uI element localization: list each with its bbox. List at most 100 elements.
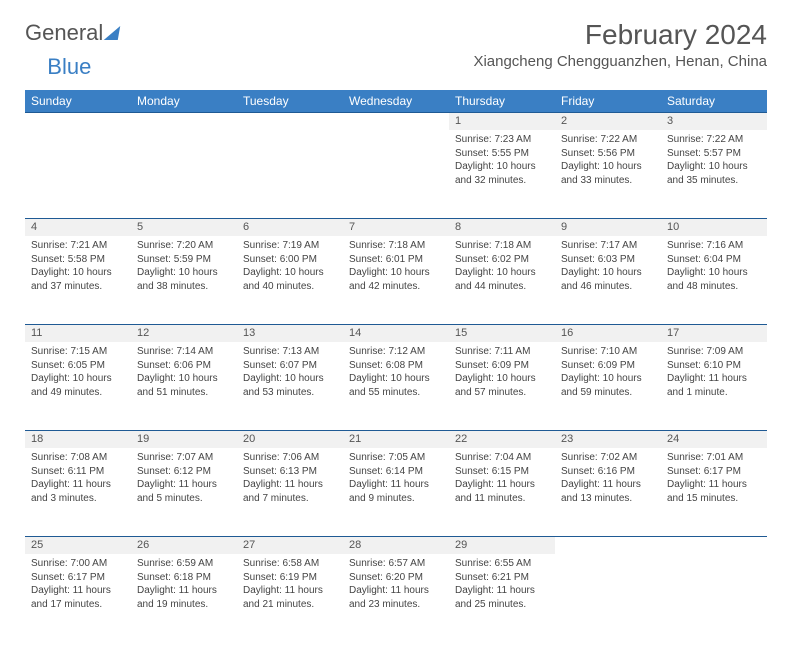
sunset-text: Sunset: 6:18 PM — [137, 571, 231, 585]
daylight-text: Daylight: 10 hours and 32 minutes. — [455, 160, 549, 187]
day-detail-cell: Sunrise: 7:11 AMSunset: 6:09 PMDaylight:… — [449, 342, 555, 430]
day-header: Wednesday — [343, 90, 449, 113]
sunset-text: Sunset: 6:07 PM — [243, 359, 337, 373]
day-number: 19 — [137, 433, 149, 445]
day-number: 14 — [349, 327, 361, 339]
day-number-cell: 10 — [661, 218, 767, 236]
day-detail-cell: Sunrise: 7:06 AMSunset: 6:13 PMDaylight:… — [237, 448, 343, 536]
sunrise-text: Sunrise: 7:14 AM — [137, 345, 231, 359]
day-detail-cell: Sunrise: 7:20 AMSunset: 5:59 PMDaylight:… — [131, 236, 237, 324]
day-number-cell: 25 — [25, 536, 131, 554]
day-number-cell — [237, 112, 343, 130]
week-number-row: 11121314151617 — [25, 324, 767, 342]
day-number: 23 — [561, 433, 573, 445]
day-detail-cell: Sunrise: 7:18 AMSunset: 6:02 PMDaylight:… — [449, 236, 555, 324]
sunset-text: Sunset: 5:59 PM — [137, 253, 231, 267]
sunset-text: Sunset: 6:00 PM — [243, 253, 337, 267]
sunrise-text: Sunrise: 7:16 AM — [667, 239, 761, 253]
daylight-text: Daylight: 10 hours and 53 minutes. — [243, 372, 337, 399]
sunrise-text: Sunrise: 7:22 AM — [561, 133, 655, 147]
day-detail-cell: Sunrise: 7:13 AMSunset: 6:07 PMDaylight:… — [237, 342, 343, 430]
sunset-text: Sunset: 6:19 PM — [243, 571, 337, 585]
daylight-text: Daylight: 11 hours and 25 minutes. — [455, 584, 549, 611]
daylight-text: Daylight: 11 hours and 15 minutes. — [667, 478, 761, 505]
week-detail-row: Sunrise: 7:00 AMSunset: 6:17 PMDaylight:… — [25, 554, 767, 642]
week-number-row: 123 — [25, 112, 767, 130]
title-block: February 2024 Xiangcheng Chengguanzhen, … — [473, 20, 767, 70]
sunset-text: Sunset: 5:56 PM — [561, 147, 655, 161]
day-header: Monday — [131, 90, 237, 113]
day-number-cell: 7 — [343, 218, 449, 236]
sunrise-text: Sunrise: 6:57 AM — [349, 557, 443, 571]
day-detail-cell — [237, 130, 343, 218]
day-number-cell: 1 — [449, 112, 555, 130]
day-number: 12 — [137, 327, 149, 339]
daylight-text: Daylight: 11 hours and 23 minutes. — [349, 584, 443, 611]
day-detail-cell: Sunrise: 7:07 AMSunset: 6:12 PMDaylight:… — [131, 448, 237, 536]
daylight-text: Daylight: 10 hours and 35 minutes. — [667, 160, 761, 187]
day-detail-cell: Sunrise: 7:21 AMSunset: 5:58 PMDaylight:… — [25, 236, 131, 324]
sunrise-text: Sunrise: 6:59 AM — [137, 557, 231, 571]
day-number-cell — [555, 536, 661, 554]
day-number: 18 — [31, 433, 43, 445]
day-detail-cell: Sunrise: 7:05 AMSunset: 6:14 PMDaylight:… — [343, 448, 449, 536]
day-number: 21 — [349, 433, 361, 445]
day-detail-cell: Sunrise: 7:22 AMSunset: 5:56 PMDaylight:… — [555, 130, 661, 218]
day-detail-cell: Sunrise: 7:09 AMSunset: 6:10 PMDaylight:… — [661, 342, 767, 430]
sunset-text: Sunset: 6:09 PM — [455, 359, 549, 373]
week-detail-row: Sunrise: 7:23 AMSunset: 5:55 PMDaylight:… — [25, 130, 767, 218]
day-number: 22 — [455, 433, 467, 445]
sunset-text: Sunset: 5:57 PM — [667, 147, 761, 161]
sunrise-text: Sunrise: 7:20 AM — [137, 239, 231, 253]
sunset-text: Sunset: 6:21 PM — [455, 571, 549, 585]
day-number: 25 — [31, 539, 43, 551]
sunrise-text: Sunrise: 7:02 AM — [561, 451, 655, 465]
daylight-text: Daylight: 11 hours and 19 minutes. — [137, 584, 231, 611]
day-detail-cell: Sunrise: 7:14 AMSunset: 6:06 PMDaylight:… — [131, 342, 237, 430]
day-number: 13 — [243, 327, 255, 339]
day-number-cell: 22 — [449, 430, 555, 448]
sunset-text: Sunset: 6:17 PM — [31, 571, 125, 585]
day-number-cell: 28 — [343, 536, 449, 554]
logo: General — [25, 20, 119, 46]
sunset-text: Sunset: 6:11 PM — [31, 465, 125, 479]
day-number: 16 — [561, 327, 573, 339]
sunrise-text: Sunrise: 7:21 AM — [31, 239, 125, 253]
day-detail-cell: Sunrise: 7:16 AMSunset: 6:04 PMDaylight:… — [661, 236, 767, 324]
day-number-cell: 20 — [237, 430, 343, 448]
day-number-cell — [343, 112, 449, 130]
week-number-row: 2526272829 — [25, 536, 767, 554]
sunrise-text: Sunrise: 7:17 AM — [561, 239, 655, 253]
daylight-text: Daylight: 11 hours and 1 minute. — [667, 372, 761, 399]
day-number-cell: 6 — [237, 218, 343, 236]
day-number: 26 — [137, 539, 149, 551]
daylight-text: Daylight: 11 hours and 11 minutes. — [455, 478, 549, 505]
daylight-text: Daylight: 10 hours and 48 minutes. — [667, 266, 761, 293]
day-number: 28 — [349, 539, 361, 551]
sunset-text: Sunset: 6:01 PM — [349, 253, 443, 267]
day-number: 15 — [455, 327, 467, 339]
daylight-text: Daylight: 11 hours and 13 minutes. — [561, 478, 655, 505]
week-detail-row: Sunrise: 7:08 AMSunset: 6:11 PMDaylight:… — [25, 448, 767, 536]
logo-text-2: Blue — [47, 54, 91, 79]
sunset-text: Sunset: 6:15 PM — [455, 465, 549, 479]
daylight-text: Daylight: 11 hours and 9 minutes. — [349, 478, 443, 505]
day-number: 20 — [243, 433, 255, 445]
location-text: Xiangcheng Chengguanzhen, Henan, China — [473, 53, 767, 70]
day-detail-cell: Sunrise: 6:55 AMSunset: 6:21 PMDaylight:… — [449, 554, 555, 642]
day-detail-cell: Sunrise: 7:00 AMSunset: 6:17 PMDaylight:… — [25, 554, 131, 642]
day-number-cell: 3 — [661, 112, 767, 130]
day-detail-cell: Sunrise: 6:58 AMSunset: 6:19 PMDaylight:… — [237, 554, 343, 642]
daylight-text: Daylight: 10 hours and 59 minutes. — [561, 372, 655, 399]
sunset-text: Sunset: 6:17 PM — [667, 465, 761, 479]
day-number-cell: 17 — [661, 324, 767, 342]
day-detail-cell: Sunrise: 7:18 AMSunset: 6:01 PMDaylight:… — [343, 236, 449, 324]
calendar-table: SundayMondayTuesdayWednesdayThursdayFrid… — [25, 90, 767, 643]
day-header: Sunday — [25, 90, 131, 113]
day-header: Tuesday — [237, 90, 343, 113]
day-number-cell: 2 — [555, 112, 661, 130]
day-number: 24 — [667, 433, 679, 445]
sunset-text: Sunset: 6:05 PM — [31, 359, 125, 373]
sunset-text: Sunset: 5:58 PM — [31, 253, 125, 267]
day-detail-cell: Sunrise: 7:15 AMSunset: 6:05 PMDaylight:… — [25, 342, 131, 430]
